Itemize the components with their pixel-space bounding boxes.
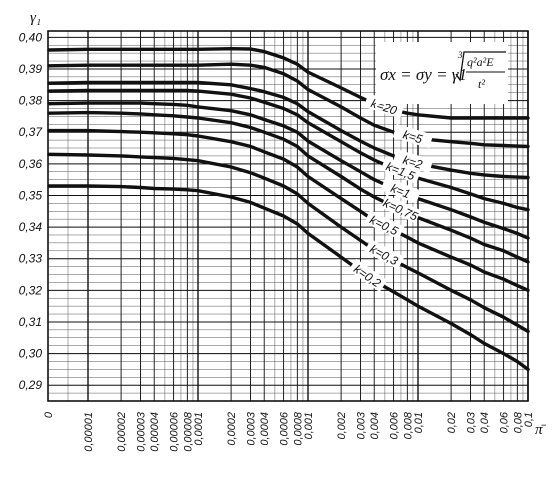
x-tick-label: 0,006 [389, 411, 401, 439]
x-tick-label: 0,02 [446, 412, 458, 433]
y-axis-label: γ₁ [30, 10, 41, 26]
formula-denominator: t² [478, 77, 485, 91]
series-line [47, 47, 530, 120]
formula-root-index: 3 [457, 50, 463, 60]
series-label-bg [380, 176, 422, 204]
series-labels: k=20k=5k=2k=1,5k=1k=0,75k=0,5k=0,3k=0,2 [348, 93, 434, 292]
x-tick-label: 0,04 [479, 412, 491, 433]
x-axis-label: π̄ [535, 422, 547, 438]
x-tick-label: 0,0003 [245, 411, 257, 446]
x-tick-label: 0,004 [369, 412, 381, 440]
x-tick-label: 0,0002 [226, 412, 238, 446]
x-tick-label: 0 [43, 411, 55, 418]
x-tick-label: 0,002 [336, 412, 348, 440]
radical-sign [455, 51, 506, 82]
series-label: k=0,5 [367, 213, 400, 239]
x-tick-label: 0,00004 [149, 412, 161, 452]
series-label-bg [380, 156, 422, 184]
y-tick-label: 0,29 [19, 378, 43, 392]
series-line [47, 128, 530, 292]
x-tick-label: 0,0008 [292, 411, 304, 446]
series-line [47, 88, 530, 212]
series-label-bg [380, 194, 422, 224]
y-tick-label: 0,39 [19, 62, 43, 76]
x-tick-label: 0,06 [499, 411, 511, 433]
series-label-bg [364, 239, 405, 270]
x-tick-label: 0,001 [303, 412, 315, 440]
series-label-bg [392, 123, 434, 149]
series-label: k=0,3 [368, 242, 401, 269]
x-tick-label: 0,0006 [279, 411, 291, 446]
y-tick-label: 0,40 [19, 30, 43, 44]
y-tick-label: 0,31 [19, 315, 42, 329]
series-line [47, 101, 530, 240]
x-tick-label: 0,00002 [116, 412, 128, 452]
y-tick-label: 0,34 [19, 220, 43, 234]
series-label-bg [348, 258, 388, 292]
y-tick-label: 0,35 [19, 188, 43, 202]
x-tick-label: 0,0001 [193, 412, 205, 446]
x-tick-label: 0,00001 [83, 412, 95, 452]
y-tick-labels: 0,29 0,30 0,31 0,32 0,33 0,34 0,35 0,36 0,37 0,38… [19, 30, 44, 392]
series-label-bg [364, 209, 405, 240]
y-tick-label: 0,33 [19, 252, 43, 266]
x-tick-label: 0,00008 [182, 411, 194, 452]
series-label: k=1 [389, 181, 412, 201]
x-tick-label: 0,01 [413, 412, 425, 433]
series-line [47, 80, 530, 180]
x-tick-label: 0,0004 [259, 412, 271, 446]
x-tick-label: 0,00006 [169, 411, 181, 452]
series-label: k=5 [401, 127, 424, 146]
y-tick-label: 0,36 [19, 157, 43, 171]
y-tick-label: 0,38 [19, 94, 43, 108]
series-line [47, 152, 530, 334]
formula-lhs: σx = σy = γ1 [380, 65, 467, 84]
formula-box: σx = σy = γ1 3 q²a²E t² [376, 42, 508, 104]
x-tick-label: 0,008 [402, 411, 414, 439]
x-tick-label: 0,08 [512, 411, 524, 433]
y-tick-label: 0,32 [19, 283, 43, 297]
formula-numerator: q²a²E [467, 55, 494, 69]
x-tick-labels: 0 0,00001 0,00002 0,00003 0,00004 0,00006 0,00… [43, 411, 535, 452]
series-line [47, 62, 530, 149]
y-tick-label: 0,30 [19, 347, 43, 361]
x-tick-label: 0,1 [523, 412, 535, 427]
series-curves [47, 47, 530, 372]
x-tick-label: 0,03 [465, 411, 477, 433]
series-line [47, 184, 530, 372]
x-tick-label: 0,00003 [135, 411, 147, 452]
series-line [47, 110, 530, 264]
x-tick-label: 0,003 [355, 411, 367, 439]
series-label-bg [392, 149, 434, 174]
series-label-bg [363, 93, 405, 119]
plot-frame [47, 30, 529, 402]
y-tick-label: 0,37 [19, 125, 44, 139]
